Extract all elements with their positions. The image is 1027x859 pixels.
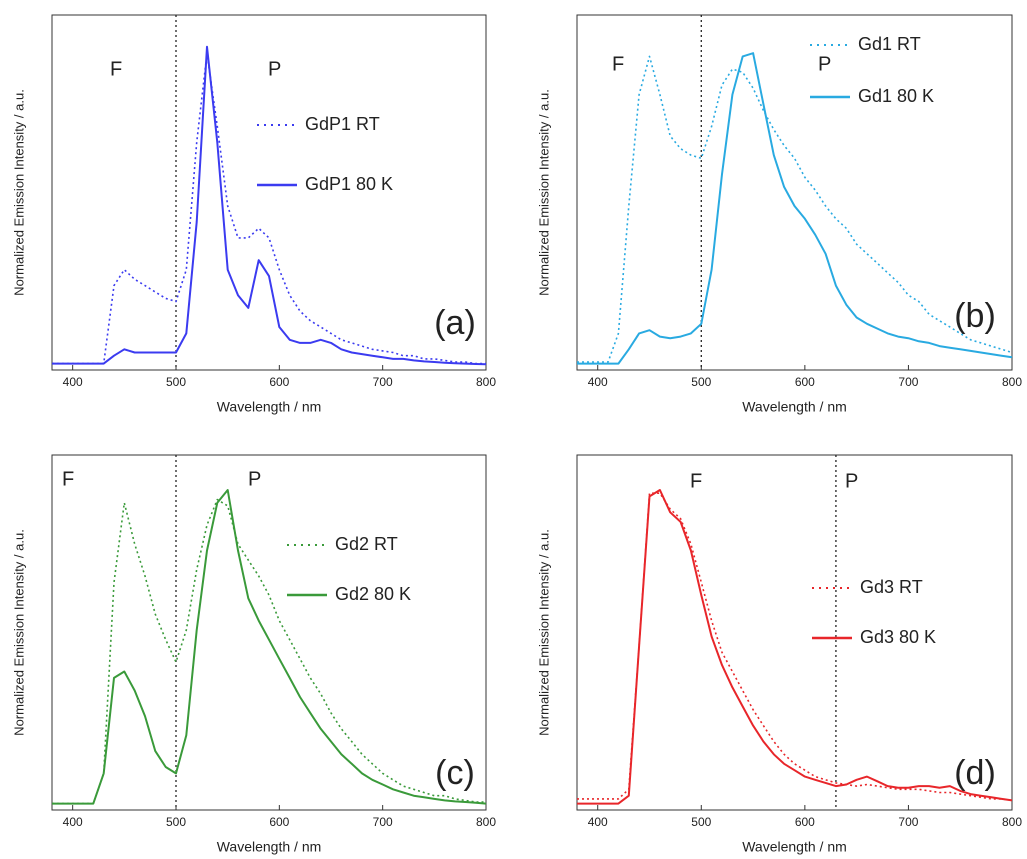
plot-frame (51, 454, 487, 811)
legend-label: Gd1 RT (858, 34, 921, 54)
x-tick-label: 600 (269, 375, 289, 389)
panel-label: (a) (434, 304, 476, 342)
x-tick-label: 800 (476, 375, 496, 389)
x-axis-label: Wavelength / nm (217, 399, 322, 415)
region-label: P (845, 470, 858, 492)
x-tick-label: 400 (63, 375, 83, 389)
x-axis-label: Wavelength / nm (217, 839, 322, 855)
legend-label: Gd2 RT (335, 534, 398, 554)
x-tick-label: 700 (373, 375, 393, 389)
x-tick-label: 500 (691, 375, 711, 389)
region-label: F (690, 470, 702, 492)
plot-frame (51, 14, 487, 371)
x-tick-label: 600 (795, 375, 815, 389)
y-axis-label: Normalized Emission Intensity / a.u. (11, 529, 26, 736)
region-label: F (62, 468, 74, 490)
x-tick-label: 700 (898, 815, 918, 829)
x-tick-label: 800 (1002, 815, 1022, 829)
x-tick-label: 800 (476, 815, 496, 829)
y-axis-label: Normalized Emission Intensity / a.u. (536, 529, 551, 736)
x-tick-label: 500 (166, 375, 186, 389)
series-line (577, 492, 1013, 802)
x-axis-label: Wavelength / nm (742, 399, 847, 415)
x-tick-label: 800 (1002, 375, 1022, 389)
legend-label: Gd3 RT (860, 577, 923, 597)
region-label: F (110, 58, 122, 80)
legend-label: Gd3 80 K (860, 627, 936, 647)
x-tick-label: 700 (373, 815, 393, 829)
region-label: P (248, 468, 261, 490)
x-tick-label: 600 (269, 815, 289, 829)
x-tick-label: 400 (63, 815, 83, 829)
panel-label: (c) (435, 754, 475, 792)
x-tick-label: 700 (898, 375, 918, 389)
y-axis-label: Normalized Emission Intensity / a.u. (11, 89, 26, 296)
series-line (52, 498, 486, 805)
series-line (52, 489, 487, 805)
x-tick-label: 500 (166, 815, 186, 829)
legend-label: Gd1 80 K (858, 86, 934, 106)
x-axis-label: Wavelength / nm (742, 839, 847, 855)
series-line (577, 489, 1013, 805)
series-line (577, 52, 1013, 365)
panel-label: (b) (954, 297, 996, 335)
plot-frame (576, 14, 1013, 371)
legend-label: GdP1 RT (305, 114, 380, 134)
x-tick-label: 600 (795, 815, 815, 829)
legend-label: GdP1 80 K (305, 174, 393, 194)
series-line (52, 52, 486, 365)
region-label: P (268, 58, 281, 80)
x-tick-label: 400 (588, 815, 608, 829)
plot-frame (576, 454, 1013, 811)
region-label: P (818, 53, 831, 75)
x-tick-label: 500 (691, 815, 711, 829)
series-line (52, 45, 487, 366)
y-axis-label: Normalized Emission Intensity / a.u. (536, 89, 551, 296)
panel-label: (d) (954, 754, 996, 792)
series-line (577, 55, 1013, 363)
legend-label: Gd2 80 K (335, 584, 411, 604)
region-label: F (612, 53, 624, 75)
x-tick-label: 400 (588, 375, 608, 389)
